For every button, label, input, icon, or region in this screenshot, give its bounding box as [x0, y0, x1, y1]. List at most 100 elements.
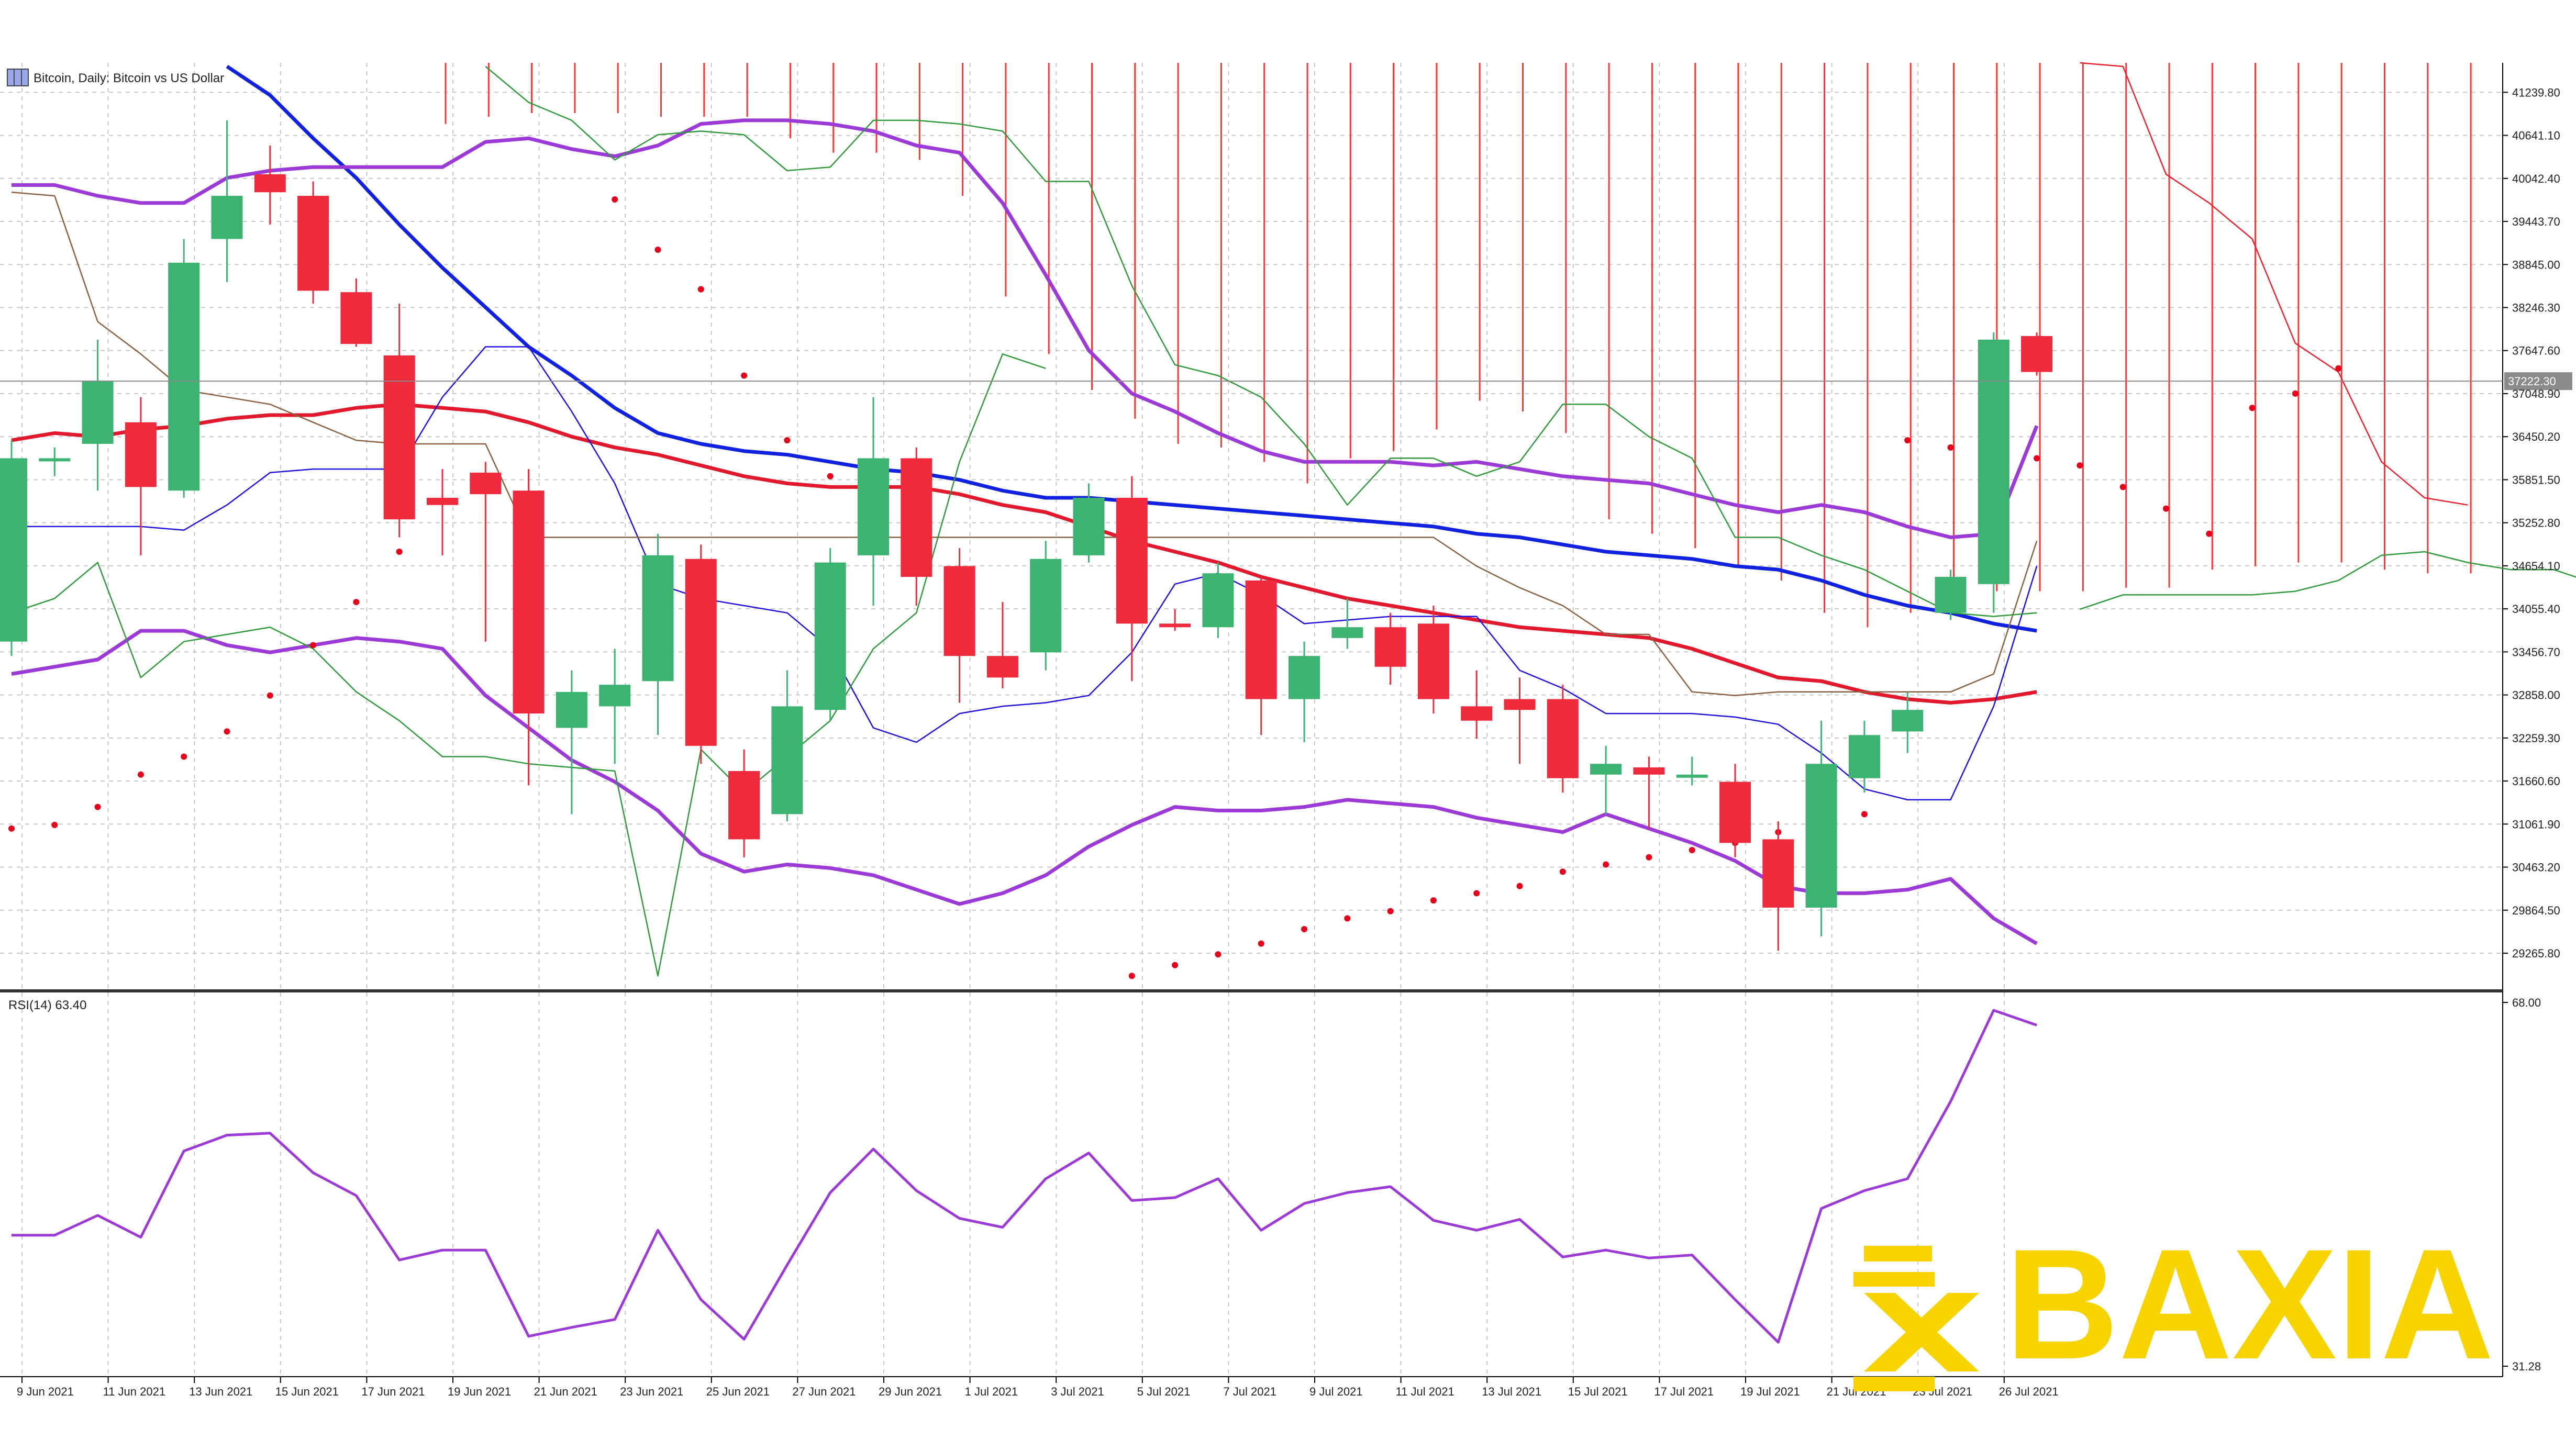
candle-body [1331, 627, 1363, 638]
baxia-logo: BAXIA [1853, 1216, 2494, 1392]
baxia-logo-text: BAXIA [2005, 1216, 2494, 1392]
candle-body [1461, 706, 1493, 721]
chart-icon [7, 69, 29, 86]
rsi-tick-label: 31.28 [2512, 1360, 2541, 1373]
candle-body [1417, 623, 1449, 699]
indicator-line-2 [12, 118, 2039, 539]
time-tick-label: 26 Jul 2021 [1999, 1385, 2059, 1398]
sar-dot [51, 821, 58, 828]
candle-body [1762, 839, 1794, 908]
sar-dot [2292, 390, 2299, 397]
candle-body [599, 685, 631, 707]
sar-dot [1387, 908, 1394, 914]
time-tick-label: 13 Jun 2021 [189, 1385, 252, 1398]
sar-dot [1904, 437, 1911, 444]
sar-dot [1128, 973, 1135, 979]
sar-dot [1172, 962, 1179, 968]
candle-body [1289, 656, 1320, 699]
candle-body [39, 458, 71, 462]
sar-dot [2206, 530, 2213, 537]
sar-dot [1516, 883, 1523, 889]
sar-dot [784, 437, 791, 444]
baxia-logo-icon [1853, 1246, 1979, 1391]
sar-dot [1689, 847, 1695, 854]
price-tick-label: 34654.10 [2512, 560, 2560, 573]
sar-dot [1559, 868, 1566, 875]
candle-body [125, 422, 157, 487]
time-tick-label: 25 Jun 2021 [706, 1385, 770, 1398]
price-tick-label: 35252.80 [2512, 517, 2560, 530]
candle-body [1116, 497, 1148, 624]
price-tick-label: 33456.70 [2512, 645, 2560, 658]
sar-dot [697, 286, 704, 293]
sar-dot [267, 692, 273, 699]
price-tick-label: 32858.00 [2512, 689, 2560, 702]
time-tick-label: 3 Jul 2021 [1051, 1385, 1104, 1398]
candle-body [901, 458, 932, 577]
sar-dot [137, 771, 144, 778]
candle-body [1159, 623, 1191, 628]
time-tick-label: 15 Jul 2021 [1568, 1385, 1628, 1398]
time-tick-label: 17 Jul 2021 [1654, 1385, 1714, 1398]
candle-body [943, 566, 975, 656]
candle-body [1202, 573, 1234, 628]
sar-dot [2119, 484, 2126, 490]
time-tick-label: 15 Jun 2021 [275, 1385, 339, 1398]
price-tick-label: 36450.20 [2512, 430, 2560, 443]
candle-body [1978, 339, 2009, 584]
candle-body [0, 458, 27, 642]
time-tick-label: 11 Jul 2021 [1396, 1385, 1454, 1398]
price-tick-label: 37048.90 [2512, 387, 2560, 400]
sar-dot [2335, 365, 2342, 372]
time-tick-label: 1 Jul 2021 [965, 1385, 1018, 1398]
candle-body [427, 497, 458, 505]
candle-body [1935, 577, 1967, 613]
indicator-line-3 [11, 629, 2038, 945]
sar-dot [310, 642, 317, 649]
candle-body [858, 458, 889, 555]
candle-body [470, 472, 502, 495]
price-tick-label: 35851.50 [2512, 473, 2560, 486]
time-axis: 9 Jun 2021 11 Jun 2021 13 Jun 2021 15 Jun 2… [17, 1377, 2059, 1398]
candle-body [1676, 774, 1708, 778]
sar-dot [612, 196, 618, 203]
time-tick-label: 21 Jun 2021 [534, 1385, 597, 1398]
sar-dot [2077, 462, 2083, 469]
time-tick-label: 19 Jun 2021 [448, 1385, 511, 1398]
candle-body [1547, 699, 1579, 778]
sar-dot [2034, 455, 2040, 462]
sar-dot [2163, 505, 2169, 512]
price-axis: 41239.80 40641.10 40042.40 39443.70 38845.00… [2503, 86, 2560, 960]
chart-title: Bitcoin, Daily: Bitcoin vs US Dollar [34, 71, 224, 85]
sar-dot [181, 753, 187, 760]
candle-body [556, 691, 587, 728]
ichimoku-bars [445, 63, 2472, 628]
candle-body [685, 559, 717, 746]
indicator-line-1 [11, 402, 2037, 705]
candle-body [1805, 764, 1837, 908]
chart-header: Bitcoin, Daily: Bitcoin vs US Dollar [7, 69, 224, 86]
time-tick-label: 11 Jun 2021 [103, 1385, 165, 1398]
price-tick-label: 40042.40 [2512, 172, 2560, 185]
candle-body [254, 174, 286, 193]
indicator-line-5 [11, 191, 2038, 696]
rsi-line [12, 1009, 2037, 1344]
price-tick-label: 31660.60 [2512, 775, 2560, 788]
time-tick-label: 19 Jul 2021 [1740, 1385, 1800, 1398]
sar-dot [827, 473, 834, 479]
sar-dot [1301, 926, 1307, 933]
candle-body [340, 292, 372, 344]
candle-body [2021, 336, 2053, 372]
sar-dot [1646, 854, 1652, 861]
sar-dot [8, 825, 15, 832]
sar-dot [654, 247, 661, 253]
sar-dot [1430, 897, 1437, 904]
time-tick-label: 29 Jun 2021 [879, 1385, 942, 1398]
candle-body [986, 656, 1018, 678]
price-tick-label: 34055.40 [2512, 602, 2560, 616]
price-tick-label: 31061.90 [2512, 818, 2560, 831]
time-tick-label: 13 Jul 2021 [1482, 1385, 1541, 1398]
current-price-box [2504, 372, 2572, 390]
